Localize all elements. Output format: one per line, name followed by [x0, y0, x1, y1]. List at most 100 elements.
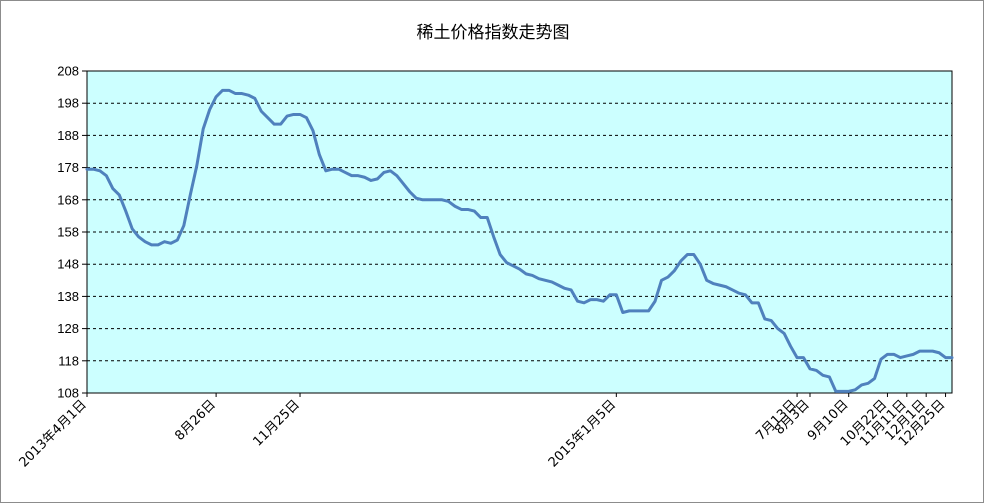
data-point [409, 191, 411, 193]
x-tick-label: 2015年1月5日 [546, 397, 619, 470]
data-point [757, 302, 759, 304]
data-point [480, 216, 482, 218]
data-point [441, 199, 443, 201]
data-point [764, 318, 766, 320]
data-point [886, 353, 888, 355]
data-point [176, 239, 178, 241]
data-point [693, 253, 695, 255]
data-point [396, 174, 398, 176]
data-point [260, 110, 262, 112]
data-point [822, 374, 824, 376]
data-point [570, 289, 572, 291]
x-tick-label: 8月26日 [172, 397, 219, 444]
data-point [254, 97, 256, 99]
data-point [363, 176, 365, 178]
data-point [938, 352, 940, 354]
data-point [731, 289, 733, 291]
data-point [467, 208, 469, 210]
data-point [202, 128, 204, 130]
data-point [189, 194, 191, 196]
data-point [421, 199, 423, 201]
data-point [815, 369, 817, 371]
y-tick-label: 148 [57, 257, 79, 272]
data-point [499, 253, 501, 255]
data-point [531, 274, 533, 276]
x-axis: 2013年4月1日 8月26日 11月25日 2015年1月5日 7月13日8月3日9月… [17, 393, 948, 471]
y-tick-label: 188 [57, 128, 79, 143]
data-point [841, 390, 843, 392]
data-point [228, 89, 230, 91]
data-point [312, 129, 314, 131]
data-point [286, 115, 288, 117]
data-point [305, 116, 307, 118]
y-axis: 108 118 128 138 148 158 168 178 188 198 208 [57, 64, 87, 401]
data-point [873, 377, 875, 379]
data-point [512, 265, 514, 267]
x-tick-label: 11月25日 [250, 397, 302, 449]
data-point [350, 174, 352, 176]
data-point [292, 113, 294, 115]
data-point [931, 350, 933, 352]
data-point [86, 168, 88, 170]
data-point [660, 279, 662, 281]
data-point [725, 286, 727, 288]
data-point [492, 236, 494, 238]
data-point [925, 350, 927, 352]
data-point [338, 168, 340, 170]
data-point [641, 310, 643, 312]
data-point [777, 327, 779, 329]
data-point [112, 187, 114, 189]
data-point [712, 282, 714, 284]
y-tick-label: 158 [57, 225, 79, 240]
y-tick-label: 178 [57, 160, 79, 175]
data-point [215, 96, 217, 98]
data-point [183, 224, 185, 226]
data-point [563, 287, 565, 289]
data-point [647, 310, 649, 312]
data-point [699, 263, 701, 265]
data-point [163, 240, 165, 242]
data-point [325, 170, 327, 172]
data-point [686, 253, 688, 255]
data-point [221, 89, 223, 91]
data-point [486, 216, 488, 218]
data-point [802, 356, 804, 358]
data-point [299, 113, 301, 115]
data-point [602, 300, 604, 302]
data-point [125, 210, 127, 212]
data-point [828, 376, 830, 378]
data-point [525, 273, 527, 275]
series-layer [85, 88, 954, 393]
data-point [589, 298, 591, 300]
data-point [718, 284, 720, 286]
y-tick-label: 168 [57, 192, 79, 207]
data-point [454, 205, 456, 207]
data-point [809, 368, 811, 370]
data-point [848, 390, 850, 392]
data-point [460, 208, 462, 210]
data-point [370, 179, 372, 181]
y-tick-label: 128 [57, 321, 79, 336]
data-point [738, 292, 740, 294]
data-point [267, 116, 269, 118]
data-point [137, 236, 139, 238]
x-tick-label: 2013年4月1日 [17, 397, 90, 470]
data-point [628, 310, 630, 312]
data-point [331, 168, 333, 170]
data-point [118, 194, 120, 196]
data-point [899, 356, 901, 358]
series-line [85, 88, 954, 393]
data-point [951, 356, 953, 358]
data-point [150, 244, 152, 246]
data-point [854, 389, 856, 391]
data-point [680, 260, 682, 262]
data-point [557, 284, 559, 286]
data-point [383, 171, 385, 173]
y-tick-label: 198 [57, 96, 79, 111]
data-point [912, 353, 914, 355]
data-point [583, 302, 585, 304]
data-point [576, 300, 578, 302]
data-point [99, 170, 101, 172]
data-point [706, 279, 708, 281]
